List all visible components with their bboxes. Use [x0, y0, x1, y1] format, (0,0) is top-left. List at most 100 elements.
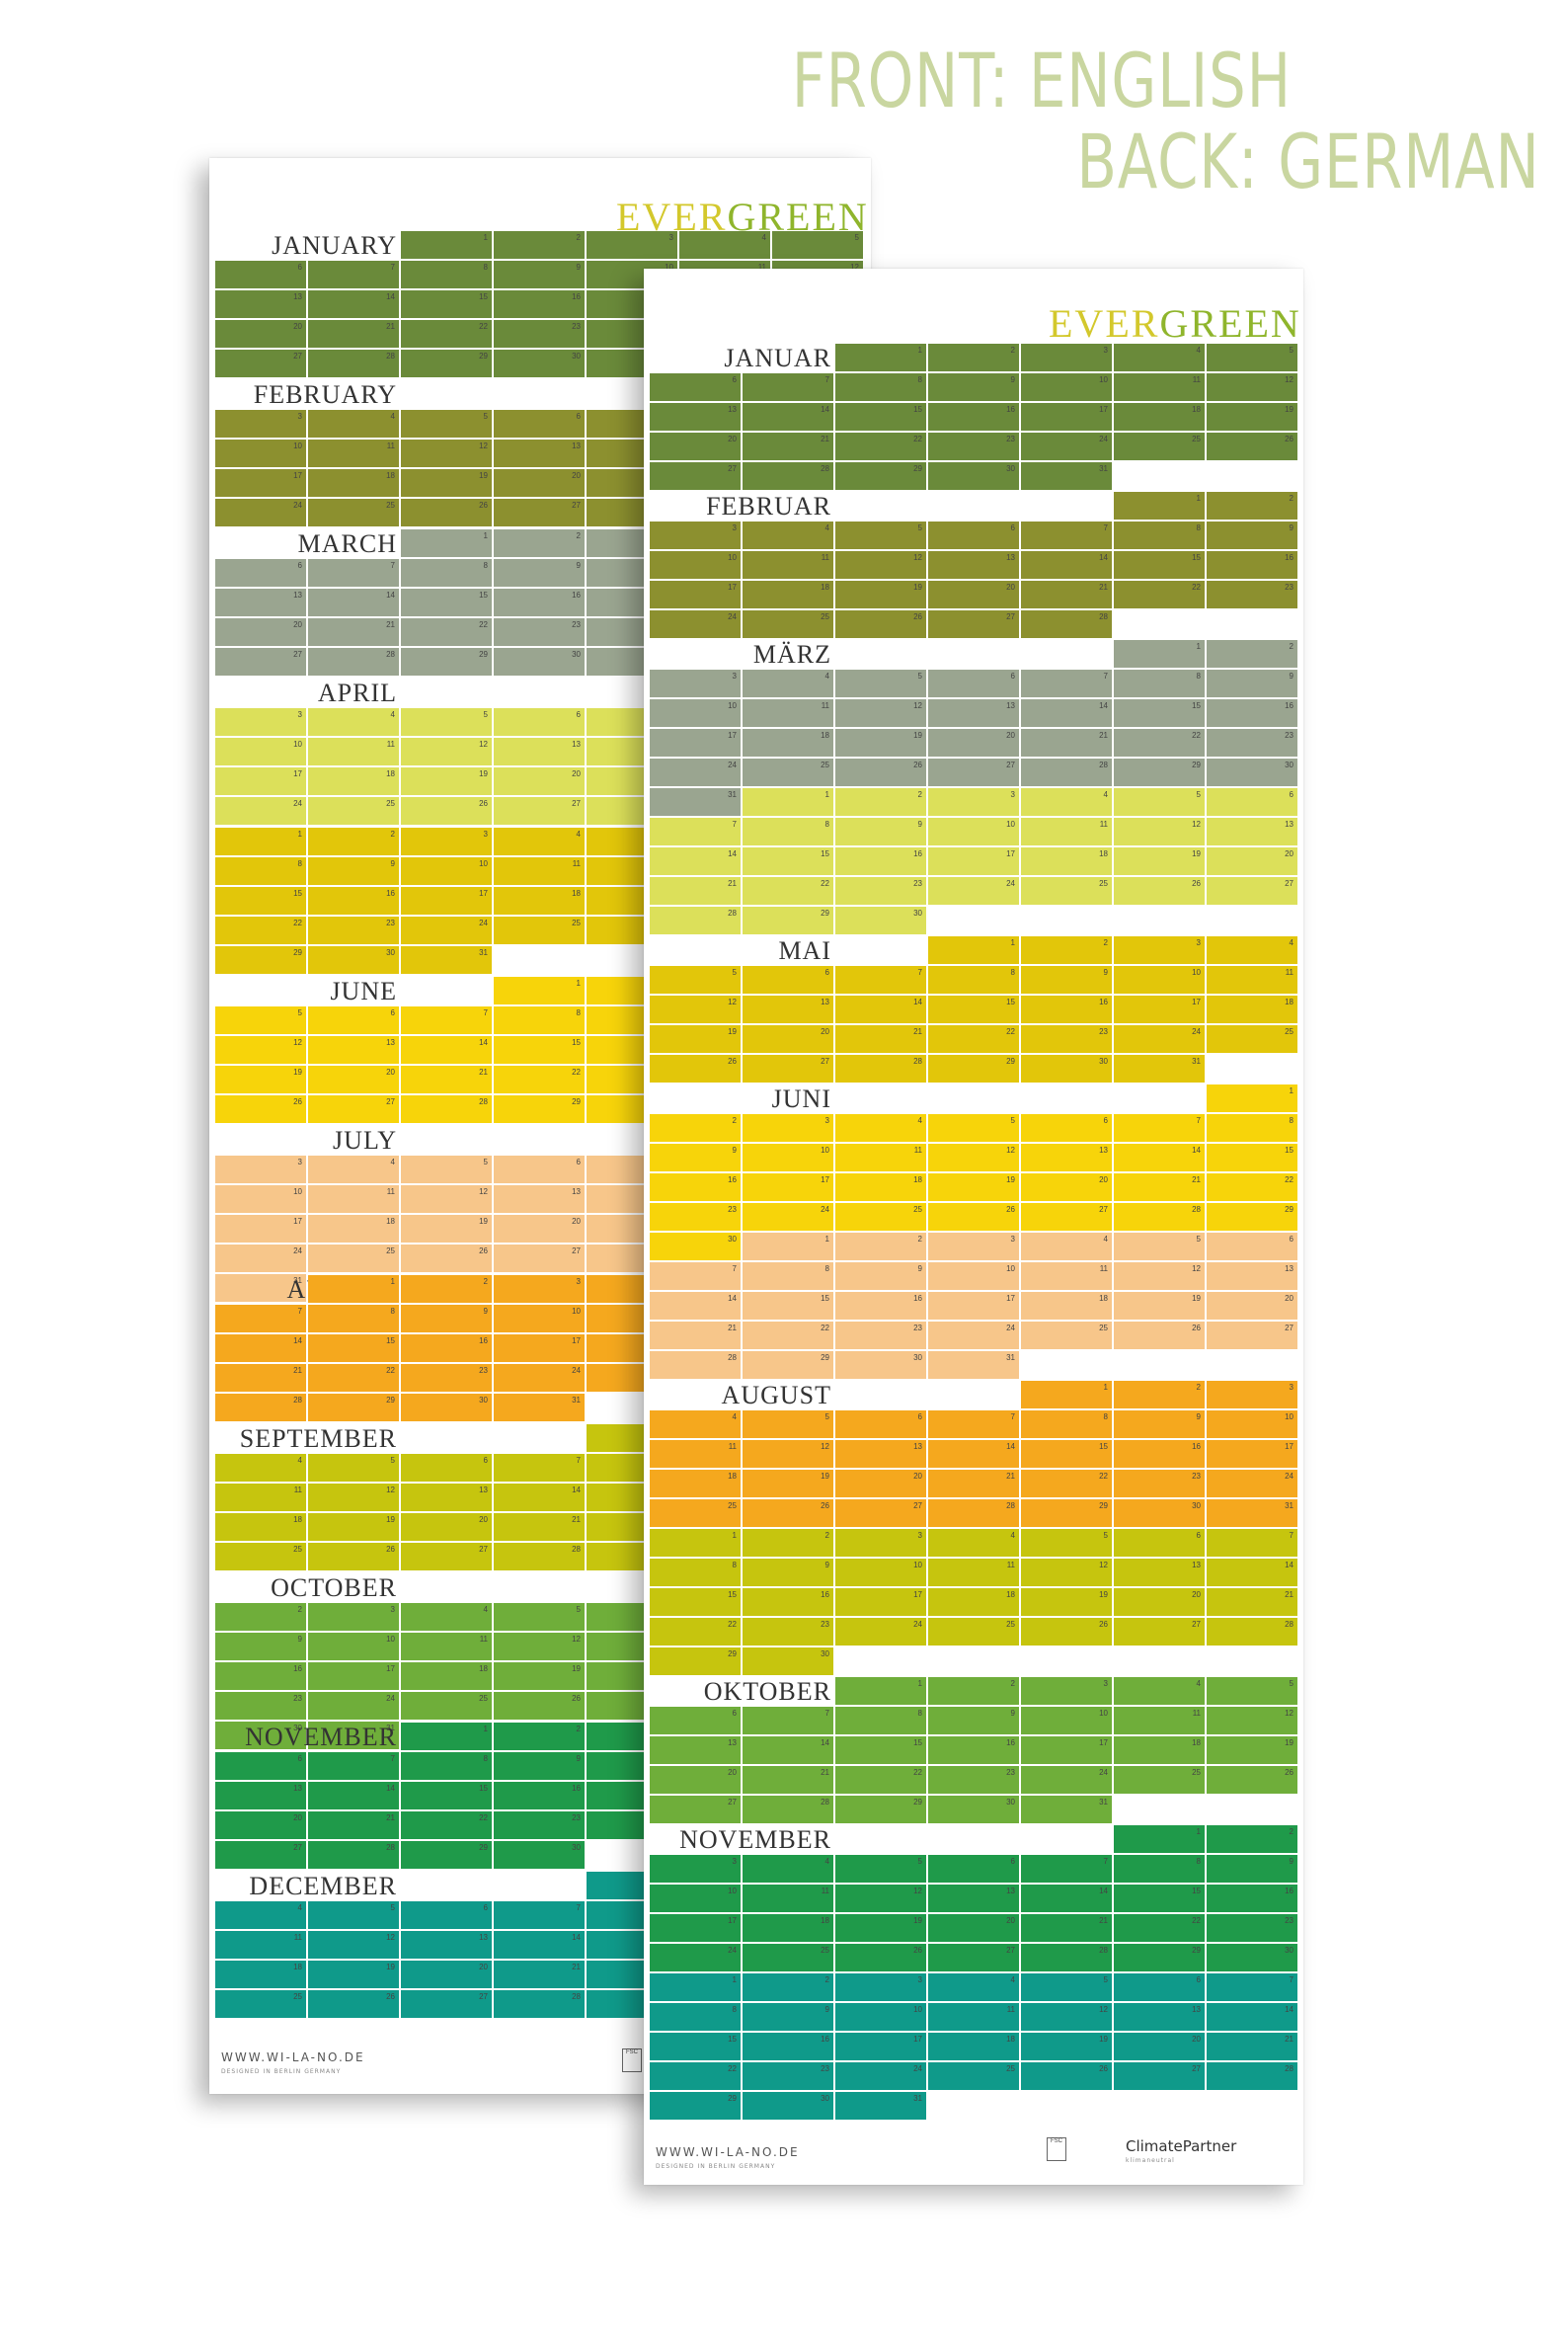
day-cell[interactable]: 13: [401, 1931, 494, 1961]
day-cell[interactable]: 16: [494, 1782, 587, 1811]
day-cell[interactable]: 17: [308, 1662, 401, 1692]
day-cell[interactable]: 9: [308, 857, 401, 887]
day-cell[interactable]: 23: [401, 1364, 494, 1394]
day-cell[interactable]: 17: [401, 887, 494, 917]
day-cell[interactable]: 4: [494, 828, 587, 857]
day-cell[interactable]: 6: [308, 1006, 401, 1036]
day-cell[interactable]: 29: [928, 1055, 1021, 1084]
day-cell[interactable]: 4: [928, 1973, 1021, 2003]
day-cell[interactable]: 25: [1114, 1766, 1207, 1796]
day-cell[interactable]: 8: [1114, 670, 1207, 699]
day-cell[interactable]: 6: [650, 373, 743, 403]
day-cell[interactable]: 1: [835, 1677, 928, 1707]
day-cell[interactable]: 21: [215, 1364, 308, 1394]
day-cell[interactable]: 27: [835, 1499, 928, 1529]
day-cell[interactable]: 27: [215, 648, 308, 678]
day-cell[interactable]: 31: [401, 946, 494, 976]
day-cell[interactable]: 28: [308, 648, 401, 678]
day-cell[interactable]: 10: [1021, 373, 1114, 403]
day-cell[interactable]: 17: [650, 729, 743, 759]
day-cell[interactable]: 12: [650, 996, 743, 1025]
day-cell[interactable]: 31: [928, 1351, 1021, 1381]
day-cell[interactable]: 7: [215, 1305, 308, 1334]
day-cell[interactable]: 11: [743, 1885, 835, 1914]
day-cell[interactable]: 14: [308, 290, 401, 320]
day-cell[interactable]: 6: [650, 1707, 743, 1736]
day-cell[interactable]: 10: [1114, 966, 1207, 996]
day-cell[interactable]: 7: [650, 818, 743, 847]
day-cell[interactable]: 23: [1207, 729, 1299, 759]
day-cell[interactable]: 25: [743, 759, 835, 788]
day-cell[interactable]: 15: [650, 1588, 743, 1618]
day-cell[interactable]: 23: [215, 1692, 308, 1722]
day-cell[interactable]: 30: [1114, 1499, 1207, 1529]
day-cell[interactable]: 5: [401, 708, 494, 738]
day-cell[interactable]: 24: [650, 759, 743, 788]
day-cell[interactable]: 24: [650, 610, 743, 640]
day-cell[interactable]: 18: [835, 1173, 928, 1203]
day-cell[interactable]: 2: [1021, 936, 1114, 966]
day-cell[interactable]: 18: [308, 767, 401, 797]
day-cell[interactable]: 25: [928, 1618, 1021, 1647]
day-cell[interactable]: 1: [1114, 640, 1207, 670]
day-cell[interactable]: 9: [743, 2003, 835, 2033]
day-cell[interactable]: 24: [215, 499, 308, 528]
day-cell[interactable]: 26: [401, 499, 494, 528]
day-cell[interactable]: 26: [1207, 433, 1299, 462]
day-cell[interactable]: 15: [835, 403, 928, 433]
day-cell[interactable]: 18: [928, 1588, 1021, 1618]
day-cell[interactable]: 9: [1021, 966, 1114, 996]
day-cell[interactable]: 21: [650, 1322, 743, 1351]
day-cell[interactable]: 21: [1207, 1588, 1299, 1618]
day-cell[interactable]: 27: [650, 1796, 743, 1825]
day-cell[interactable]: 4: [743, 1855, 835, 1885]
day-cell[interactable]: 15: [401, 1782, 494, 1811]
day-cell[interactable]: 14: [1207, 2003, 1299, 2033]
day-cell[interactable]: 21: [1114, 1173, 1207, 1203]
day-cell[interactable]: 10: [494, 1305, 587, 1334]
day-cell[interactable]: 2: [308, 828, 401, 857]
day-cell[interactable]: 10: [650, 551, 743, 581]
day-cell[interactable]: 22: [1114, 1914, 1207, 1944]
day-cell[interactable]: 26: [835, 759, 928, 788]
day-cell[interactable]: 16: [928, 403, 1021, 433]
day-cell[interactable]: 17: [494, 1334, 587, 1364]
day-cell[interactable]: 30: [835, 907, 928, 936]
day-cell[interactable]: 11: [928, 1559, 1021, 1588]
day-cell[interactable]: 17: [1207, 1440, 1299, 1470]
day-cell[interactable]: 27: [494, 1245, 587, 1274]
day-cell[interactable]: 3: [650, 522, 743, 551]
day-cell[interactable]: 24: [743, 1203, 835, 1233]
day-cell[interactable]: 26: [928, 1203, 1021, 1233]
day-cell[interactable]: 26: [835, 1944, 928, 1973]
day-cell[interactable]: 6: [215, 261, 308, 290]
day-cell[interactable]: 5: [1207, 344, 1299, 373]
day-cell[interactable]: 18: [215, 1513, 308, 1543]
day-cell[interactable]: 17: [1021, 403, 1114, 433]
day-cell[interactable]: 7: [928, 1410, 1021, 1440]
day-cell[interactable]: 28: [743, 1796, 835, 1825]
day-cell[interactable]: 6: [743, 966, 835, 996]
day-cell[interactable]: 1: [401, 231, 494, 261]
day-cell[interactable]: 23: [1114, 1470, 1207, 1499]
day-cell[interactable]: 8: [835, 1707, 928, 1736]
day-cell[interactable]: 1: [1207, 1084, 1299, 1114]
day-cell[interactable]: 24: [215, 1245, 308, 1274]
day-cell[interactable]: 30: [743, 1647, 835, 1677]
day-cell[interactable]: 8: [1021, 1410, 1114, 1440]
day-cell[interactable]: 6: [1114, 1973, 1207, 2003]
day-cell[interactable]: 7: [308, 1752, 401, 1782]
day-cell[interactable]: 13: [215, 1782, 308, 1811]
day-cell[interactable]: 3: [1114, 936, 1207, 966]
day-cell[interactable]: 15: [308, 1334, 401, 1364]
day-cell[interactable]: 13: [743, 996, 835, 1025]
day-cell[interactable]: 28: [1207, 2062, 1299, 2092]
day-cell[interactable]: 16: [494, 589, 587, 618]
day-cell[interactable]: 24: [928, 877, 1021, 907]
day-cell[interactable]: 29: [1207, 1203, 1299, 1233]
day-cell[interactable]: 17: [835, 2033, 928, 2062]
day-cell[interactable]: 28: [1021, 1944, 1114, 1973]
day-cell[interactable]: 20: [835, 1470, 928, 1499]
day-cell[interactable]: 28: [928, 1499, 1021, 1529]
day-cell[interactable]: 18: [650, 1470, 743, 1499]
